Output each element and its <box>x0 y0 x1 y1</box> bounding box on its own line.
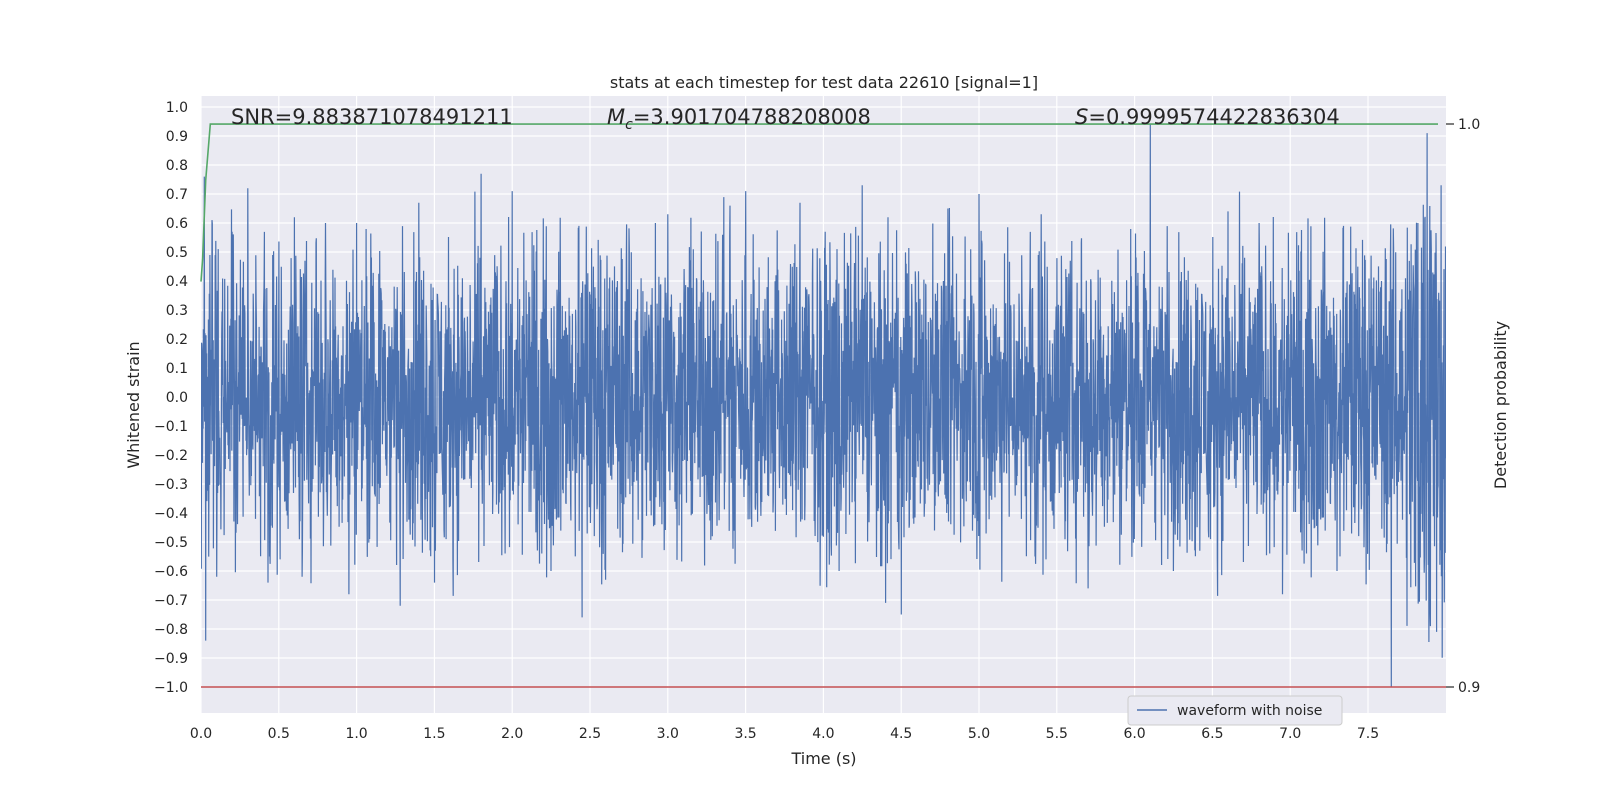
x-tick-label: 0.5 <box>268 726 290 742</box>
x-tick-label: 2.0 <box>501 726 523 742</box>
y-tick-label: 0.3 <box>166 303 188 319</box>
y-tick-label: 0.2 <box>166 332 188 348</box>
x-tick-label: 3.0 <box>657 726 679 742</box>
snr-annotation: SNR=9.883871078491211 <box>231 105 513 129</box>
series-detection-probability <box>200 123 1438 282</box>
y2-tick-label: 0.9 <box>1458 680 1480 696</box>
x-tick-label: 5.0 <box>968 726 990 742</box>
y-tick-label: 1.0 <box>166 100 188 116</box>
series-waveform-with-noise <box>201 124 1446 688</box>
x-tick-label: 1.0 <box>345 726 367 742</box>
x-tick-label: 3.5 <box>734 726 756 742</box>
x-tick-label: 4.0 <box>812 726 834 742</box>
y-tick-label: −0.2 <box>154 448 188 464</box>
x-tick-label: 6.0 <box>1123 726 1145 742</box>
y-tick-label: −0.8 <box>154 622 188 638</box>
y-axis-label: Whitened strain <box>124 341 143 468</box>
y2-tick-labels: 1.0 0.9 <box>1446 117 1480 696</box>
x-tick-label: 0.0 <box>190 726 212 742</box>
y-tick-label: 0.7 <box>166 187 188 203</box>
x-axis-label: Time (s) <box>790 749 856 768</box>
y-tick-label: 0.6 <box>166 216 188 232</box>
chart-title: stats at each timestep for test data 226… <box>610 73 1038 92</box>
x-tick-label: 5.5 <box>1046 726 1068 742</box>
y2-tick-label: 1.0 <box>1458 117 1480 133</box>
y-tick-label: 0.4 <box>166 274 188 290</box>
legend-box <box>1127 695 1343 726</box>
y-tick-label: 0.1 <box>166 361 188 377</box>
y-tick-label: −0.9 <box>154 651 188 667</box>
y-tick-label: 0.8 <box>166 158 188 174</box>
y-tick-label: 0.9 <box>166 129 188 145</box>
chirp-mass-annotation: Mc=3.901704788208008 <box>607 105 871 133</box>
x-tick-label: 7.5 <box>1357 726 1379 742</box>
x-tick-label: 6.5 <box>1201 726 1223 742</box>
y-tick-label: −0.6 <box>154 564 188 580</box>
y-tick-label: −0.5 <box>154 535 188 551</box>
y-tick-labels: 1.0 0.9 0.8 0.7 0.6 0.5 0.4 0.3 0.2 0.1 0.0 −0.1 −0.… <box>154 100 188 696</box>
y-tick-label: −0.3 <box>154 477 188 493</box>
y-tick-label: −1.0 <box>154 680 188 696</box>
x-tick-label: 2.5 <box>579 726 601 742</box>
y-tick-label: −0.1 <box>154 419 188 435</box>
y-tick-label: 0.5 <box>166 245 188 261</box>
x-tick-labels: 0.0 0.5 1.0 1.5 2.0 2.5 3.0 3.5 4.0 4.5 5.0 5.5 6.0 6… <box>190 726 1379 742</box>
x-tick-label: 4.5 <box>890 726 912 742</box>
score-annotation: S=0.9999574422836304 <box>1075 105 1340 129</box>
y2-axis-label: Detection probability <box>1491 321 1510 489</box>
x-tick-label: 1.5 <box>423 726 445 742</box>
y-tick-label: 0.0 <box>166 390 188 406</box>
legend: waveform with noise <box>1127 695 1343 726</box>
y-tick-label: −0.4 <box>154 506 188 522</box>
y-tick-label: −0.7 <box>154 593 188 609</box>
x-tick-label: 7.0 <box>1279 726 1301 742</box>
legend-label: waveform with noise <box>1177 703 1322 719</box>
